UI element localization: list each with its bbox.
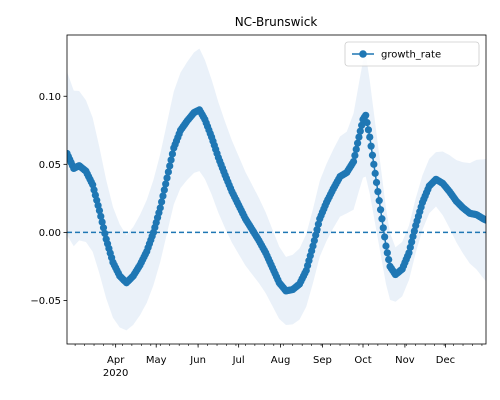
data-point	[97, 212, 105, 220]
x-tick-label: May	[146, 355, 167, 366]
data-point	[314, 220, 322, 228]
x-tick-label: Nov	[395, 355, 415, 366]
data-point	[313, 226, 321, 234]
y-tick-label: −0.05	[30, 296, 61, 307]
plot-frame	[66, 34, 487, 345]
data-point	[405, 249, 413, 257]
data-point	[364, 126, 373, 134]
x-tick-label: Oct	[354, 355, 371, 366]
data-point	[368, 151, 377, 159]
data-point	[406, 243, 414, 251]
data-point	[309, 242, 317, 250]
data-point	[158, 198, 166, 206]
data-point	[382, 242, 390, 250]
data-point	[163, 174, 171, 182]
legend-label: growth_rate	[381, 50, 441, 61]
data-point	[349, 157, 358, 166]
data-point	[482, 216, 486, 224]
data-point	[375, 197, 383, 205]
plot-content	[67, 48, 486, 331]
x-tick-label: Apr	[107, 355, 125, 366]
data-point	[99, 224, 108, 232]
x-tick-label: Jul	[232, 355, 245, 366]
x-tick-label: Dec	[436, 355, 455, 366]
data-point	[159, 192, 167, 200]
data-point	[385, 256, 393, 264]
x-tick-label: Sep	[313, 355, 332, 366]
data-point	[310, 236, 318, 245]
data-point	[101, 229, 109, 238]
chart-title: NC-Brunswick	[235, 15, 318, 29]
data-point	[367, 142, 375, 150]
data-point	[366, 133, 374, 141]
x-tick-year-label: 2020	[103, 368, 128, 379]
data-point	[379, 224, 387, 232]
data-point	[376, 206, 385, 214]
data-point	[168, 150, 177, 158]
data-point	[409, 232, 417, 241]
data-point	[156, 204, 164, 212]
data-point	[312, 231, 320, 239]
data-point	[381, 233, 389, 241]
data-point	[356, 127, 364, 135]
y-tick-label: 0.05	[39, 160, 61, 171]
data-point	[98, 218, 106, 226]
data-point	[95, 207, 104, 215]
x-axis: Apr 2020 May Jun Jul Aug Sep Oct Nov Dec	[74, 344, 483, 379]
data-point	[378, 215, 386, 223]
data-point	[371, 169, 379, 177]
data-point	[162, 180, 170, 188]
legend-marker	[359, 50, 367, 58]
confidence-band	[67, 48, 486, 331]
data-point	[358, 121, 366, 129]
data-point	[164, 168, 172, 176]
data-point	[354, 139, 362, 147]
data-point	[351, 151, 359, 160]
data-point	[362, 111, 370, 119]
data-point	[355, 133, 363, 141]
data-point	[166, 162, 174, 170]
data-point	[352, 145, 360, 153]
x-tick-label: Aug	[271, 355, 291, 366]
x-tick-label: Jun	[189, 355, 206, 366]
y-tick-label: 0.00	[39, 228, 61, 239]
data-point	[408, 238, 416, 246]
y-tick-label: 0.10	[39, 92, 61, 103]
data-point	[410, 227, 418, 235]
data-point	[372, 178, 381, 187]
data-point	[363, 118, 371, 127]
data-point	[370, 160, 378, 168]
data-point	[374, 187, 382, 196]
data-point	[160, 186, 168, 194]
legend: growth_rate	[344, 41, 480, 67]
legend-box	[344, 41, 480, 67]
data-point	[167, 156, 175, 164]
data-point	[383, 249, 391, 257]
series-markers	[67, 106, 486, 295]
y-axis: −0.05 0.00 0.05 0.10	[30, 92, 67, 307]
plot-area	[66, 34, 487, 345]
